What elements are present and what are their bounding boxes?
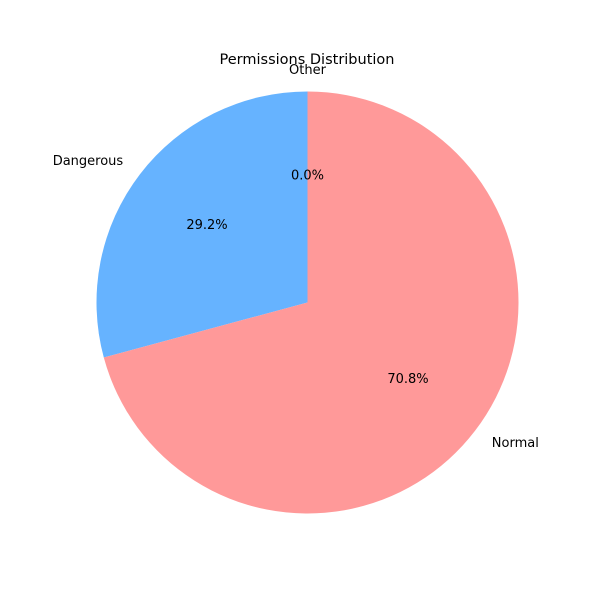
chart-title: Permissions Distribution — [220, 52, 395, 68]
pie-slices — [96, 91, 519, 514]
slice-percent-normal: 70.8% — [387, 372, 428, 387]
pie-slice-normal — [103, 91, 519, 514]
pie-labels: Dangerous 29.2% Normal 70.8% Other 0.0% — [53, 63, 539, 451]
slice-label-other: Other — [289, 63, 327, 78]
slice-label-dangerous: Dangerous — [53, 154, 124, 169]
slice-percent-other: 0.0% — [291, 168, 324, 183]
slice-label-normal: Normal — [492, 436, 539, 451]
slice-percent-dangerous: 29.2% — [186, 218, 227, 233]
pie-slice-dangerous — [96, 91, 308, 358]
